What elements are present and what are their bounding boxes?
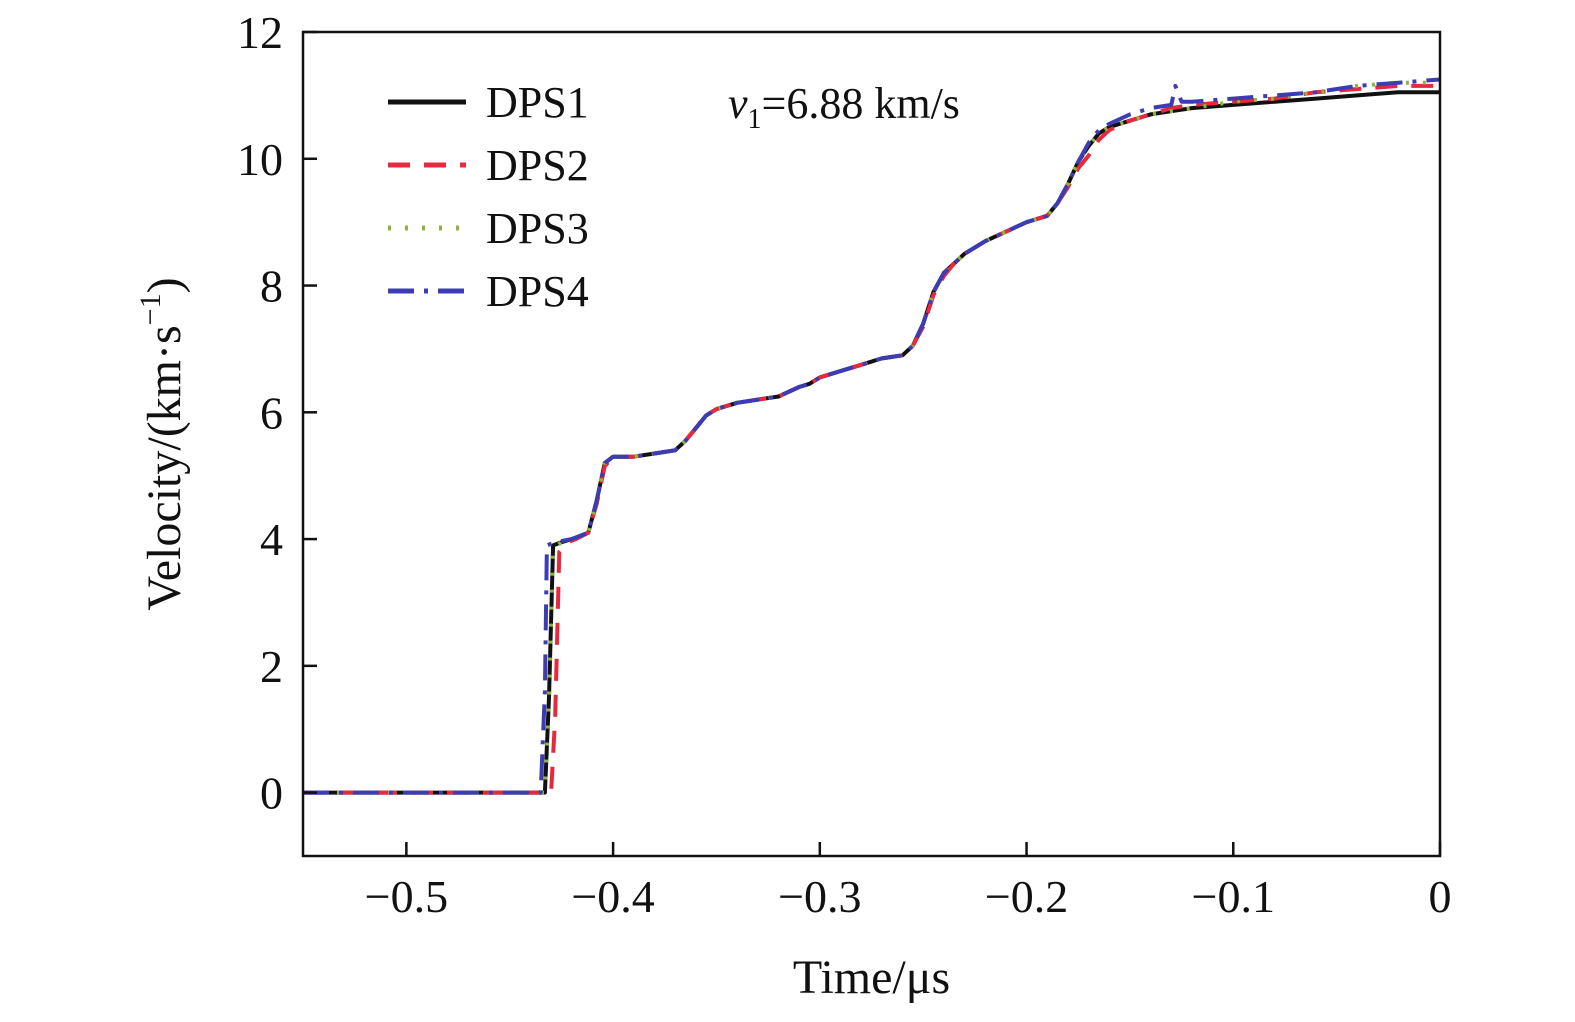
y-tick-label: 6 <box>260 387 283 438</box>
y-tick-label: 4 <box>260 514 283 565</box>
legend-label-dps3: DPS3 <box>486 204 589 253</box>
y-axis-title-close: ) <box>138 277 191 293</box>
x-tick-label: −0.4 <box>571 871 654 922</box>
y-tick-label: 10 <box>237 134 283 185</box>
y-axis-title-main: Velocity/(km·s <box>138 325 191 610</box>
x-tick-label: −0.3 <box>778 871 861 922</box>
x-axis-title: Time/μs <box>793 951 950 1004</box>
series-line-dps1 <box>303 90 1440 795</box>
y-axis-ticks: 0 2 4 6 8 10 12 <box>237 7 317 819</box>
series-line-dps4 <box>303 77 1441 795</box>
legend: DPS1 DPS2 DPS3 DPS4 <box>388 78 589 316</box>
annotation-variable: v <box>728 79 748 128</box>
y-axis-title: Velocity/(km·s−1) <box>134 277 191 610</box>
velocity-annotation: v1=6.88 km/s <box>728 79 960 135</box>
series-line-dps2 <box>303 83 1440 795</box>
y-tick-label: 2 <box>260 641 283 692</box>
legend-label-dps2: DPS2 <box>486 141 589 190</box>
plot-frame <box>301 30 1442 858</box>
annotation-value: =6.88 km/s <box>762 79 960 128</box>
x-tick-label: −0.1 <box>1192 871 1275 922</box>
legend-label-dps4: DPS4 <box>486 267 589 316</box>
annotation-subscript: 1 <box>748 104 762 135</box>
legend-label-dps1: DPS1 <box>486 78 589 127</box>
y-tick-label: 12 <box>237 7 283 58</box>
series-line-dps3 <box>303 80 1440 795</box>
x-tick-label: −0.5 <box>365 871 448 922</box>
y-axis-title-superscript: −1 <box>134 293 167 325</box>
x-tick-label: −0.2 <box>985 871 1068 922</box>
y-tick-label: 0 <box>260 768 283 819</box>
series-layer <box>303 77 1441 795</box>
y-tick-label: 8 <box>260 261 283 312</box>
x-axis-ticks: −0.5 −0.4 −0.3 −0.2 −0.1 0 <box>365 842 1452 922</box>
x-tick-label: 0 <box>1429 871 1452 922</box>
